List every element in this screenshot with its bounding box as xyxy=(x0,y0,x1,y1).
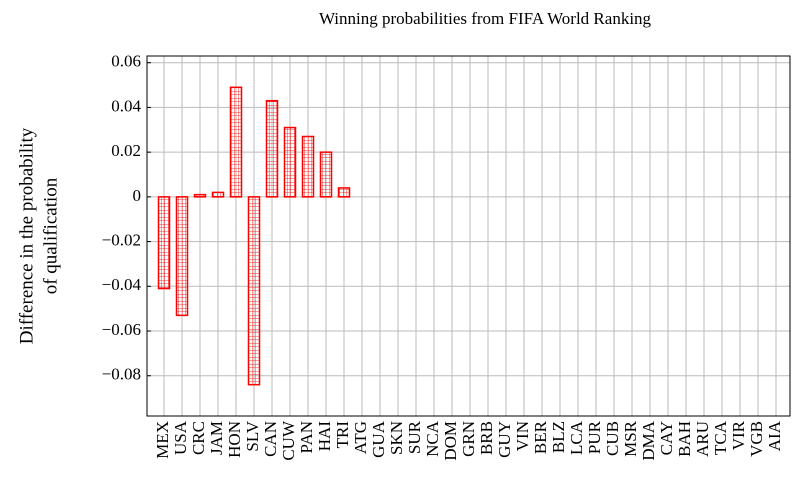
x-tick-label: DMA xyxy=(639,420,658,460)
bar xyxy=(283,126,297,198)
x-tick-label: CRC xyxy=(189,421,208,455)
bar xyxy=(319,151,333,198)
x-tick-label: NCA xyxy=(423,420,442,457)
y-tick-label: 0.02 xyxy=(111,141,141,160)
x-tick-label: MEX xyxy=(153,421,172,459)
x-tick-label: MSR xyxy=(621,420,640,457)
x-tick-label: TCA xyxy=(711,420,730,455)
bar xyxy=(211,191,225,198)
x-tick-label: VGB xyxy=(747,421,766,457)
x-tick-label: SLV xyxy=(243,420,262,451)
x-tick-label: VIR xyxy=(729,420,748,450)
x-tick-label: GRN xyxy=(459,421,478,457)
y-tick-label: −0.04 xyxy=(102,275,142,294)
x-tick-label: BRB xyxy=(477,421,496,455)
x-tick-label: DOM xyxy=(441,421,460,461)
bar xyxy=(175,196,189,317)
bar xyxy=(247,196,261,386)
x-tick-label: CAY xyxy=(657,421,676,455)
y-tick-label: 0.04 xyxy=(111,96,141,115)
x-tick-label: JAM xyxy=(207,421,226,455)
chart-title: Winning probabilities from FIFA World Ra… xyxy=(319,9,652,28)
x-tick-label: LCA xyxy=(567,420,586,455)
y-tick-label: −0.02 xyxy=(102,230,141,249)
x-tick-label: CUW xyxy=(279,420,298,461)
y-tick-label: −0.06 xyxy=(102,320,141,339)
x-tick-label: ATG xyxy=(351,421,370,454)
x-tick-label: BLZ xyxy=(549,421,568,453)
x-tick-label: ARU xyxy=(693,421,712,457)
x-tick-label: AIA xyxy=(765,420,784,451)
x-tick-label: USA xyxy=(171,420,190,455)
x-tick-label: GUA xyxy=(369,420,388,458)
y-tick-label: 0.06 xyxy=(111,52,141,71)
bar xyxy=(265,99,279,198)
x-tick-label: HAI xyxy=(315,421,334,452)
bar xyxy=(229,86,243,198)
plot-frame xyxy=(146,55,791,417)
bar xyxy=(301,135,315,198)
bar xyxy=(157,196,171,290)
y-axis-label-line: of qualification xyxy=(40,177,61,294)
y-axis-label-line: Difference in the probability xyxy=(16,127,37,344)
x-tick-label: HON xyxy=(225,421,244,458)
bar xyxy=(193,193,207,198)
x-tick-label: TRI xyxy=(333,421,352,449)
y-tick-label: −0.08 xyxy=(102,365,141,384)
x-tick-label: VIN xyxy=(513,421,532,451)
x-tick-label: GUY xyxy=(495,421,514,458)
x-tick-label: BER xyxy=(531,420,550,454)
x-tick-label: PAN xyxy=(297,421,316,453)
x-tick-label: SKN xyxy=(387,421,406,455)
bar xyxy=(337,187,351,198)
x-tick-label: CUB xyxy=(603,421,622,456)
x-tick-label: CAN xyxy=(261,421,280,457)
x-tick-label: PUR xyxy=(585,420,604,454)
x-tick-label: SUR xyxy=(405,420,424,454)
y-axis-label: Difference in the probability of qualifi… xyxy=(16,127,61,344)
x-tick-label: BAH xyxy=(675,421,694,457)
y-tick-label: 0 xyxy=(133,186,142,205)
